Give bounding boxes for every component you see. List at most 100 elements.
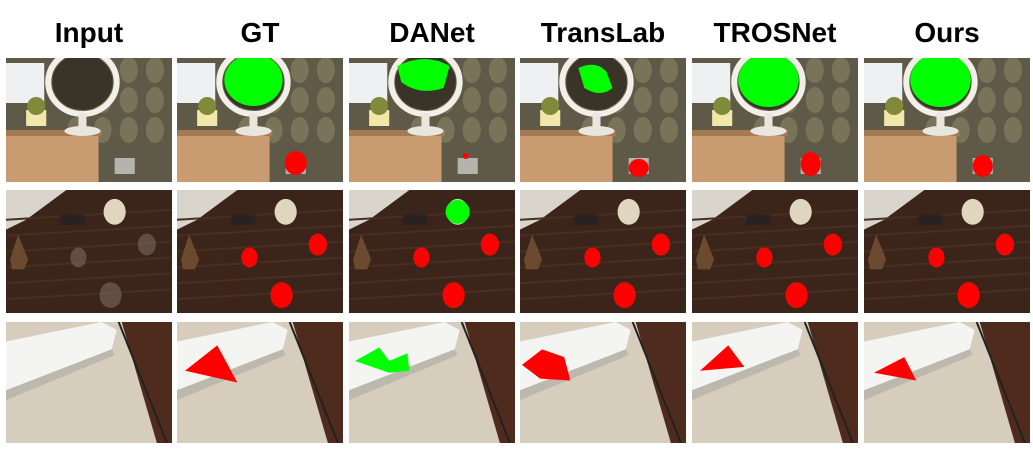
image-cell [692,322,858,443]
mirror-stand [78,113,87,131]
wood-grain [692,256,858,269]
plant [370,97,389,115]
figurine [181,234,200,270]
rod [288,322,339,443]
wall-pattern [805,87,824,113]
wall-pattern [659,87,678,113]
image-cell [177,58,343,182]
wall-pattern [977,58,996,83]
wall-pattern [316,87,335,113]
mask-glass [785,282,808,309]
image-cell [692,190,858,313]
wall-pattern [119,87,138,113]
egg [103,198,126,225]
wood [292,322,343,443]
wall-pattern [290,87,309,113]
mask-mirror [224,58,283,106]
column-header: GT [241,17,280,48]
mask-glass [284,151,307,175]
rod [117,322,168,443]
column-header: Input [55,17,123,48]
tray-shadow [349,349,458,401]
cabinet [692,133,785,182]
plant [198,97,217,115]
column-header: Ours [914,17,979,48]
wood-grain [692,208,858,221]
mug [26,110,47,126]
mask-glass [957,282,980,309]
wood-grain [349,256,515,269]
wall-pattern [316,58,335,83]
wall-pattern [119,117,138,143]
mask-tray [185,345,238,383]
mirror-stand [936,113,945,131]
horse [60,214,85,225]
wood-grain [6,224,172,237]
image-cell [520,322,686,443]
mirror-base [235,126,272,136]
horse [403,214,428,225]
cabinet [6,133,99,182]
egg [617,198,640,225]
mirror-base [578,126,615,136]
tray-shadow [692,349,801,401]
mask-tray [700,345,745,371]
column-header: TransLab [541,17,665,48]
mask-glass [480,233,499,256]
wall-pattern [633,87,652,113]
mask-glass [651,233,670,256]
glass [99,282,122,309]
mask-glass [995,233,1014,256]
plant [27,97,46,115]
wall-pattern [462,117,481,143]
glass [114,158,135,174]
rod [631,322,682,443]
mask-tray [522,349,571,381]
image-cell [864,190,1030,313]
mask-glass [462,153,469,159]
rod [975,322,1026,443]
sign [349,63,388,103]
mask-glass [928,247,945,268]
mask-tray [874,357,917,381]
wall-pattern [977,117,996,143]
wood [635,322,686,443]
cabinet-top [177,130,273,136]
mask-glass [628,159,649,177]
wall-pattern [488,87,507,113]
mask-mirror [738,58,799,107]
sign [692,63,731,103]
wall-pattern [633,58,652,83]
figurine [696,234,715,270]
wall-pattern [488,117,507,143]
mug [369,110,390,126]
wood-grain [864,288,1030,301]
wood-grain [6,272,172,285]
wood-grain [177,288,343,301]
figurine [868,234,887,270]
wood [979,322,1030,443]
cabinet-top [520,130,616,136]
wood-grain [349,272,515,285]
plant [541,97,560,115]
mask-mirror [910,58,971,107]
wall-pattern [831,87,850,113]
wood-grain [349,288,515,301]
glass [70,247,87,268]
tray-shadow [6,349,115,401]
cabinet-top [692,130,788,136]
wood-grain [864,208,1030,221]
image-cell [520,58,686,182]
wood-grain [6,208,172,221]
mask-glass [442,282,465,309]
wall-pattern [316,117,335,143]
mask-glass [413,247,430,268]
mask-glass [823,233,842,256]
mask-glass [800,152,821,176]
image-cell [6,58,172,182]
mirror-base [750,126,787,136]
image-cell [864,58,1030,182]
wood-grain [349,224,515,237]
wood [807,322,858,443]
